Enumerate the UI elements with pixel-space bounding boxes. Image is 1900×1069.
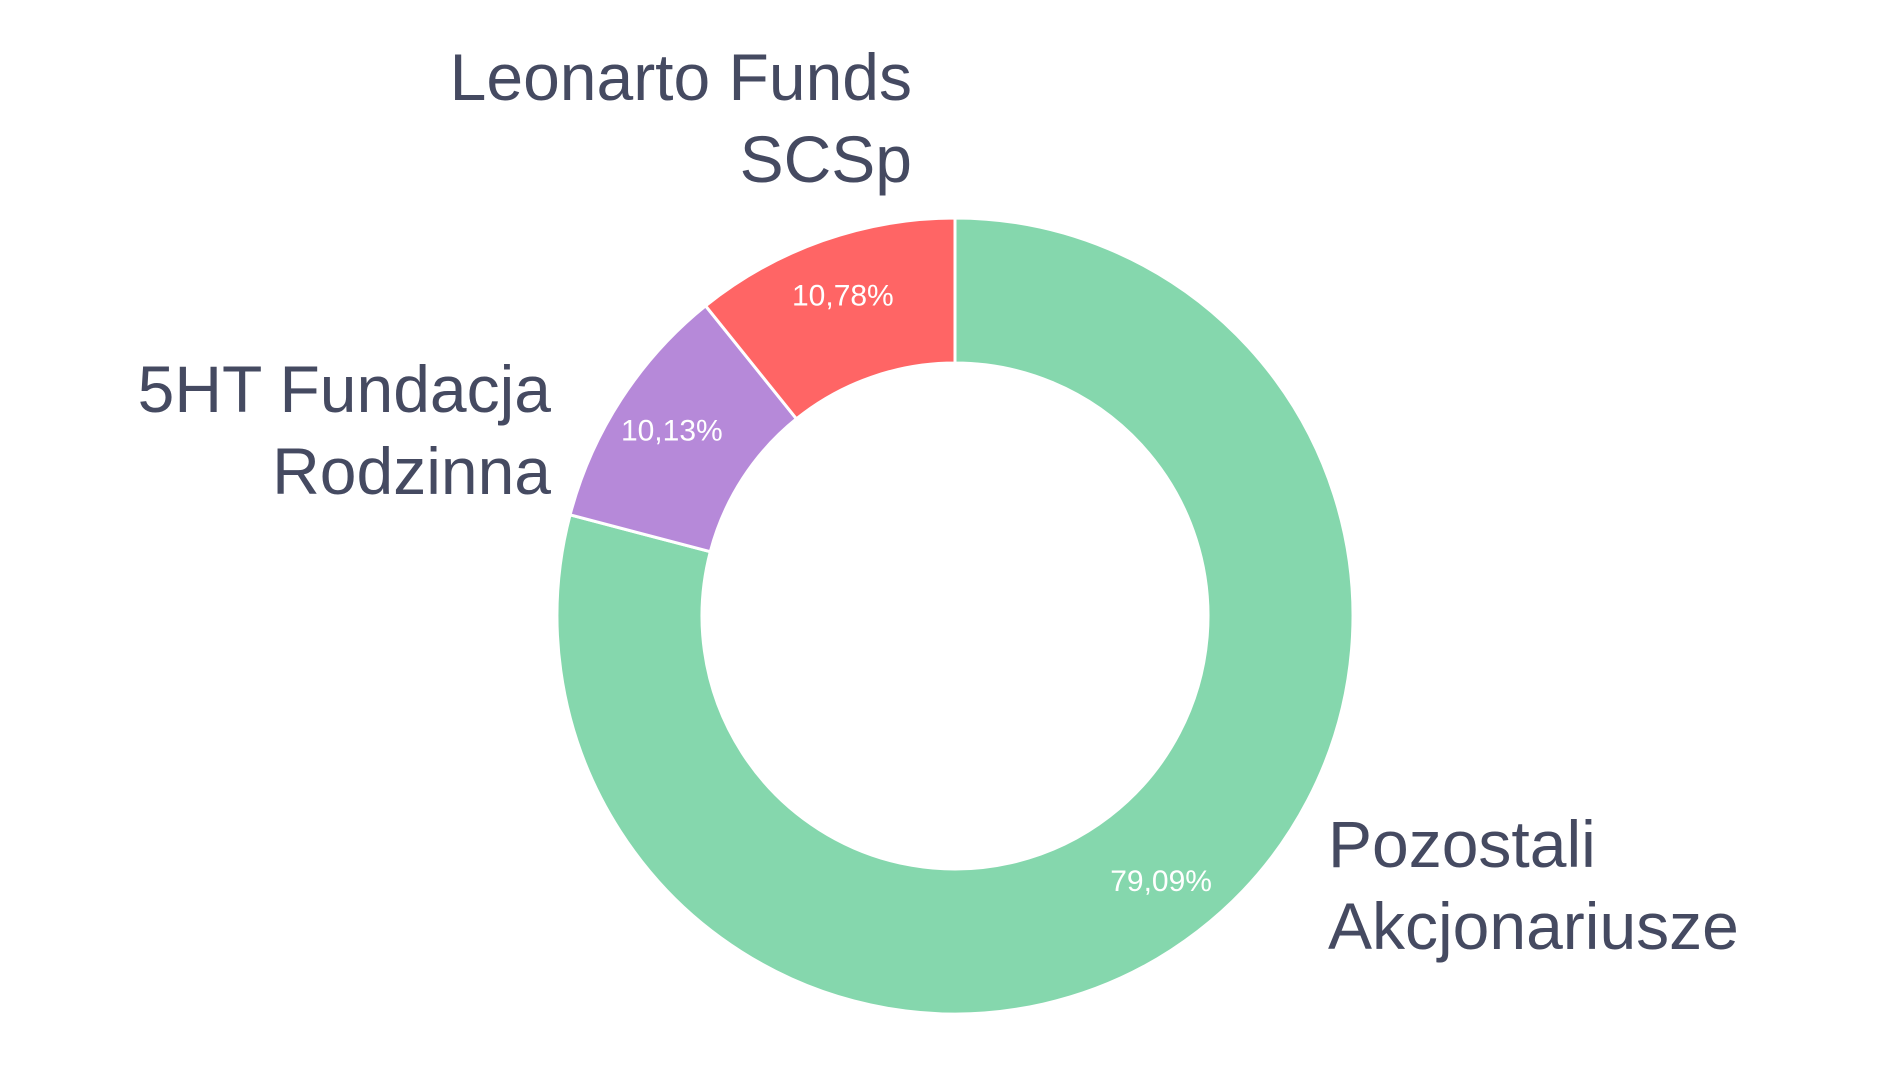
slice-category-label-line: Pozostali: [1328, 807, 1596, 881]
category-labels-group: Pozostali Akcjonariusze 5HT Fundacja Rodzin…: [138, 40, 1739, 963]
slice-category-label-line: Rodzinna: [272, 434, 551, 508]
slice-value-label-2: 10,78%: [792, 280, 894, 313]
slice-value-label-0: 79,09%: [1110, 865, 1212, 898]
slice-category-label-0: Pozostali Akcjonariusze: [1328, 807, 1739, 963]
slice-0: [555, 216, 1355, 1016]
slice-value-label-1: 10,13%: [621, 414, 723, 447]
slice-category-label-line: SCSp: [740, 122, 912, 196]
slice-category-label-2: Leonarto Funds SCSp: [450, 40, 912, 196]
slice-category-label-line: 5HT Fundacja: [138, 352, 552, 426]
slice-2: [703, 216, 957, 421]
value-labels-group: 79,09% 10,13% 10,78%: [621, 280, 1212, 899]
slice-category-label-line: Akcjonariusze: [1328, 889, 1739, 963]
slice-category-label-1: 5HT Fundacja Rodzinna: [138, 352, 552, 508]
slice-category-label-line: Leonarto Funds: [450, 40, 912, 114]
slices-group: [555, 216, 1355, 1016]
